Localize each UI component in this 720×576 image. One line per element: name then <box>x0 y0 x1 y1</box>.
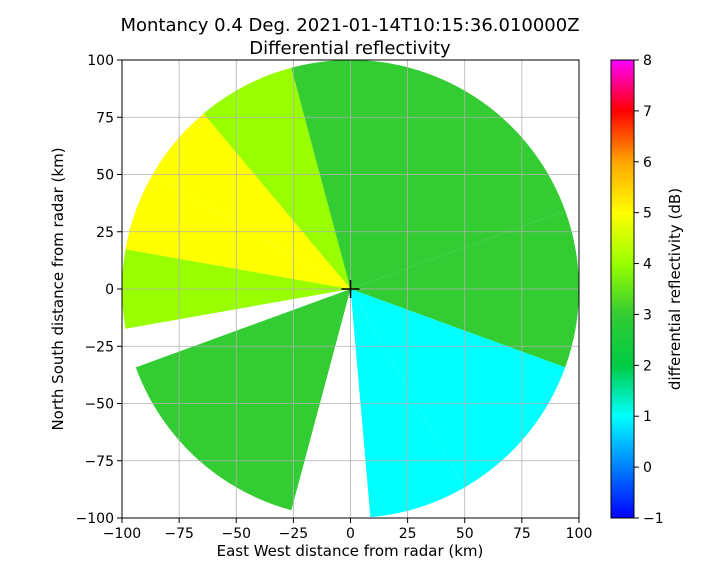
radar-location-marker <box>341 280 360 298</box>
y-tick-label-4: 0 <box>105 282 114 298</box>
radar-sector-5 <box>135 289 351 511</box>
x-tick-label-8: 100 <box>566 526 593 542</box>
y-tick-label-0: −100 <box>76 511 114 527</box>
colorbar-tick-label-6: 5 <box>643 206 652 222</box>
x-tick-label-4: 0 <box>346 526 355 542</box>
colorbar-tick-label-3: 2 <box>643 358 652 374</box>
colorbar-tick-label-2: 1 <box>643 409 652 425</box>
x-tick-label-3: −25 <box>279 526 309 542</box>
x-tick-label-7: 75 <box>513 526 531 542</box>
y-axis-ticks: −100 −75 −50 −25 0 25 50 75 100 <box>76 53 122 527</box>
colorbar-tick-label-5: 4 <box>643 257 652 273</box>
x-tick-label-1: −75 <box>164 526 194 542</box>
y-tick-label-5: 25 <box>96 225 114 241</box>
x-tick-label-0: −100 <box>103 526 141 542</box>
radar-sector-8 <box>152 113 351 289</box>
colorbar-tick-label-4: 3 <box>643 307 652 323</box>
colorbar-ticks: −1 0 1 2 3 4 5 6 7 8 <box>634 53 664 527</box>
y-tick-label-6: 50 <box>96 168 114 184</box>
colorbar-tick-label-0: −1 <box>643 511 664 527</box>
radar-sector-3 <box>350 289 566 488</box>
y-tick-label-7: 75 <box>96 110 114 126</box>
colorbar-tick-label-7: 6 <box>643 155 652 171</box>
colorbar-label: differential reflectivity (dB) <box>666 188 684 390</box>
x-axis-label: East West distance from radar (km) <box>217 542 484 560</box>
x-tick-label-6: 50 <box>456 526 474 542</box>
x-axis-ticks: −100 −75 −50 −25 0 25 50 75 100 <box>103 518 593 542</box>
chart-title: Montancy 0.4 Deg. 2021-01-14T10:15:36.01… <box>120 15 579 36</box>
y-tick-label-1: −75 <box>84 454 114 470</box>
y-tick-label-3: −25 <box>84 339 114 355</box>
y-tick-label-8: 100 <box>87 53 114 69</box>
y-tick-label-2: −50 <box>84 397 114 413</box>
colorbar-tick-label-9: 8 <box>643 53 652 69</box>
y-axis-label: North South distance from radar (km) <box>49 147 67 430</box>
colorbar <box>610 59 635 519</box>
colorbar-tick-label-1: 0 <box>643 460 652 476</box>
x-tick-label-5: 25 <box>399 526 417 542</box>
chart-subtitle: Differential reflectivity <box>249 38 451 59</box>
colorbar-tick-label-8: 7 <box>643 104 652 120</box>
radar-sector-9 <box>203 67 351 290</box>
x-tick-label-2: −50 <box>221 526 251 542</box>
